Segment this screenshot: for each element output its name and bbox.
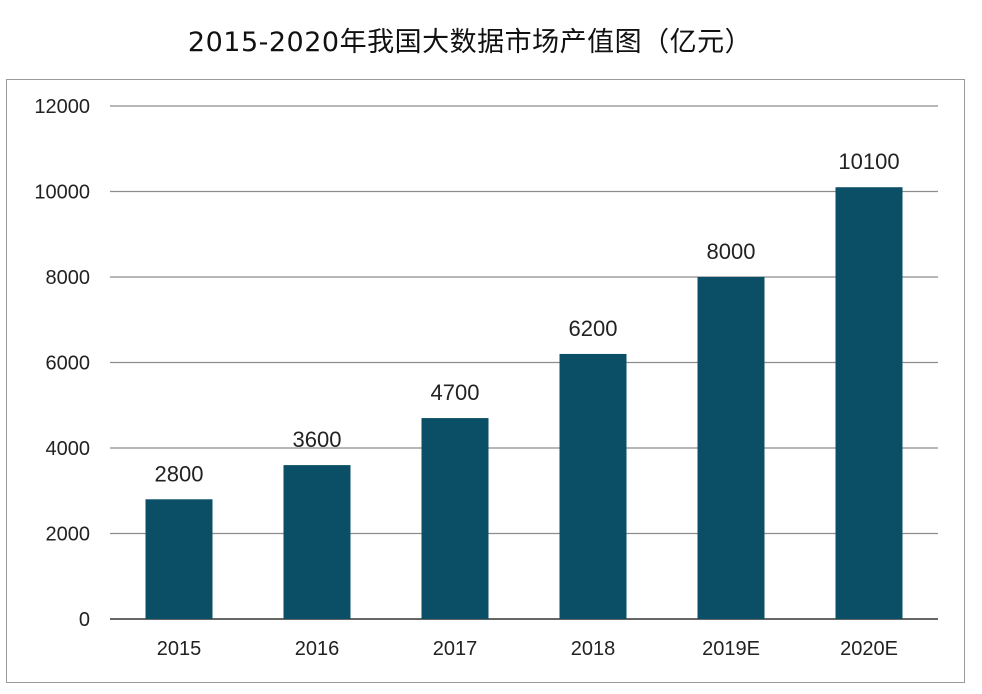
y-tick-label: 12000 <box>34 96 90 118</box>
x-tick-label: 2016 <box>295 638 340 660</box>
bar-2018 <box>559 353 627 619</box>
data-label: 8000 <box>707 239 756 264</box>
y-tick-label: 8000 <box>46 267 91 289</box>
y-tick-label: 10000 <box>34 182 90 204</box>
x-tick-label: 2017 <box>433 638 478 660</box>
y-tick-label: 0 <box>79 609 90 631</box>
data-label: 4700 <box>431 380 480 405</box>
bar-2019E <box>697 277 765 619</box>
x-tick-label: 2019E <box>702 638 760 660</box>
x-tick-label: 2015 <box>157 638 202 660</box>
x-tick-label: 2020E <box>840 638 898 660</box>
data-label: 10100 <box>838 149 899 174</box>
bar-2020E <box>835 187 903 619</box>
x-tick-label: 2018 <box>571 638 616 660</box>
chart-frame <box>6 79 965 683</box>
y-tick-label: 6000 <box>46 353 91 375</box>
y-tick-label: 2000 <box>46 524 91 546</box>
data-label: 3600 <box>293 427 342 452</box>
data-label: 2800 <box>155 461 204 486</box>
bar-2015 <box>145 499 213 619</box>
chart-title: 2015-2020年我国大数据市场产值图（亿元） <box>187 27 753 58</box>
bar-2017 <box>421 418 489 619</box>
y-tick-label: 4000 <box>46 438 91 460</box>
data-label: 6200 <box>569 316 618 341</box>
bar-2016 <box>283 465 351 619</box>
